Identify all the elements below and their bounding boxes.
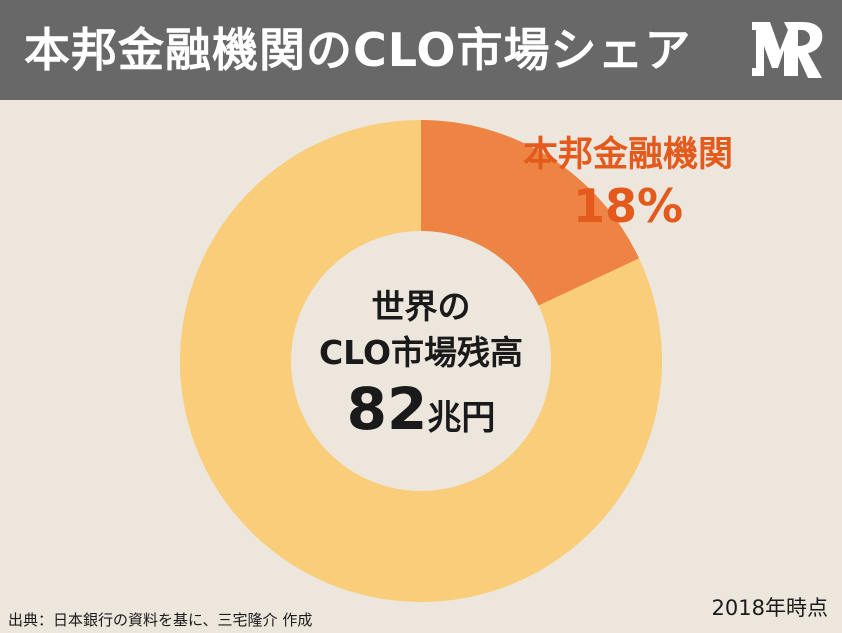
chart-center-label: 世界の CLO市場残高 82兆円 bbox=[291, 284, 551, 457]
center-total-unit: 兆円 bbox=[427, 398, 496, 438]
center-label-line2: CLO市場残高 bbox=[318, 333, 524, 372]
as-of-date: 2018年時点 bbox=[711, 596, 828, 620]
center-total: 82兆円 bbox=[291, 376, 551, 457]
mr-logo-icon bbox=[752, 22, 823, 78]
slice-callout: 本邦金融機関 18% bbox=[488, 132, 768, 234]
page-title: 本邦金融機関のCLO市場シェア bbox=[24, 23, 692, 77]
donut-hole bbox=[291, 231, 551, 491]
center-label-line1: 世界の bbox=[371, 287, 471, 326]
callout-label: 本邦金融機関 bbox=[522, 135, 733, 175]
callout-value: 18% bbox=[572, 179, 684, 233]
source-note: 出典：日本銀行の資料を基に、三宅隆介 作成 bbox=[8, 611, 313, 629]
center-total-number: 82 bbox=[346, 375, 428, 443]
header-bar: 本邦金融機関のCLO市場シェア bbox=[0, 0, 842, 100]
